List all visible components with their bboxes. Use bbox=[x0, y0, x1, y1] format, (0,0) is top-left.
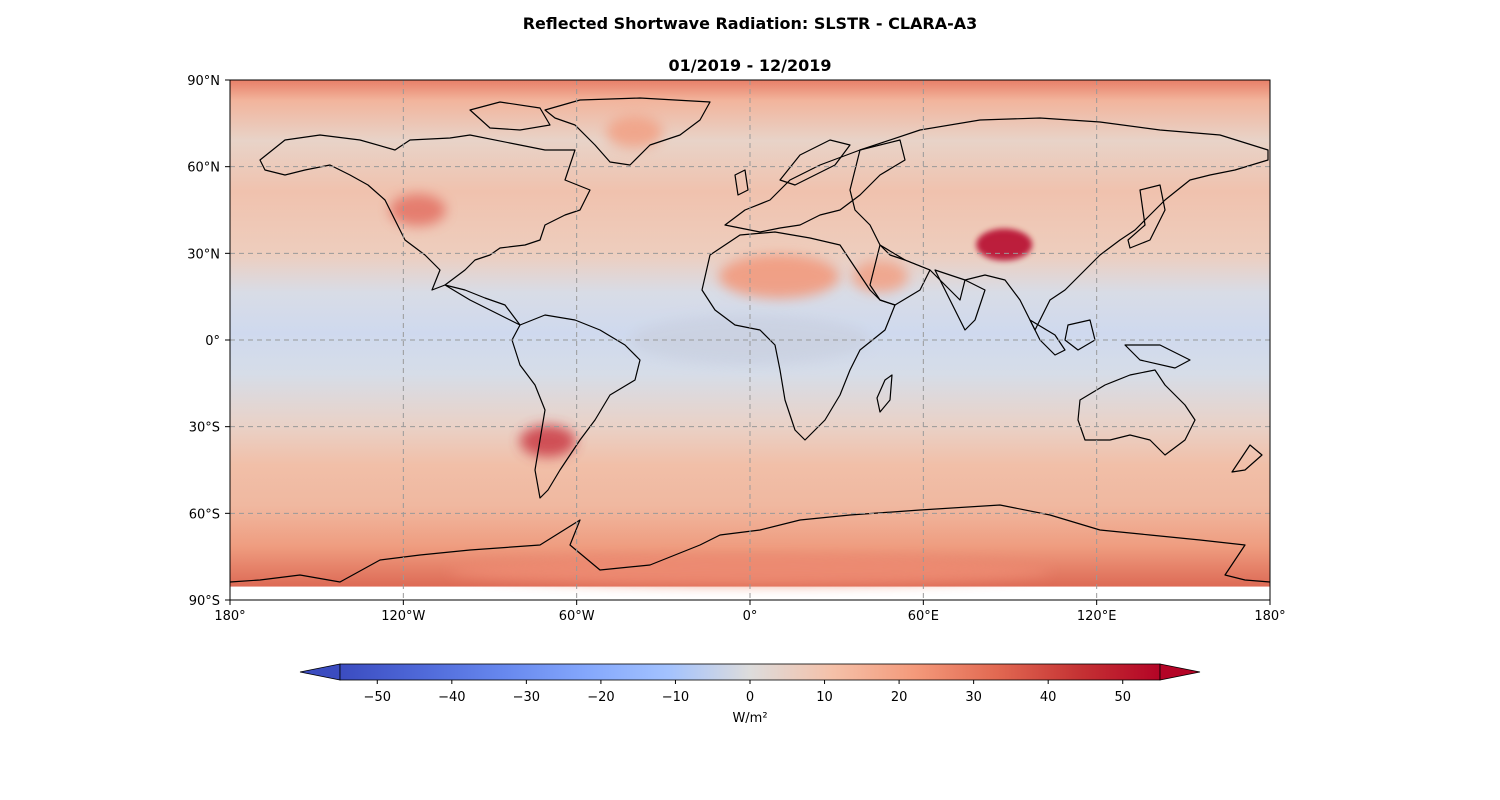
field-region-sahara bbox=[718, 254, 839, 299]
coastline-sumatra bbox=[1029, 319, 1066, 356]
coastline-antarctica bbox=[230, 504, 1270, 583]
colorbar-tick-label: −30 bbox=[513, 690, 540, 705]
colorbar-tick-label: −50 bbox=[364, 690, 391, 705]
lat-tick-label: 90°N bbox=[187, 74, 220, 89]
gridlines bbox=[230, 80, 1270, 600]
coastline-arabia bbox=[869, 244, 931, 306]
coastline-arctic-islands bbox=[469, 101, 551, 131]
lat-tick-label: 0° bbox=[205, 334, 220, 349]
colorbar-tick-label: −20 bbox=[587, 690, 614, 705]
colorbar-tick-label: 40 bbox=[1040, 690, 1057, 705]
colorbar-ticks: −50 −40 −30 −20 −10 0 10 20 30 40 50 bbox=[364, 680, 1131, 705]
colorbar-tick-label: 50 bbox=[1114, 690, 1131, 705]
colorbar-tick-label: −10 bbox=[662, 690, 689, 705]
lon-tick-label: 0° bbox=[743, 609, 758, 624]
colorbar-body bbox=[339, 663, 1161, 681]
field-region-andes bbox=[519, 425, 576, 458]
coastline-japan bbox=[1127, 184, 1166, 249]
lon-tick-label: 120°W bbox=[381, 609, 425, 624]
lon-tick-label: 180° bbox=[1254, 609, 1285, 624]
field-region-greenland bbox=[606, 116, 663, 148]
lat-tick-label: 60°S bbox=[189, 507, 220, 522]
coastline-europe bbox=[724, 139, 906, 233]
lat-tick-label: 30°N bbox=[187, 247, 220, 262]
coastline-scandinavia bbox=[779, 139, 851, 186]
coastline-australia bbox=[1077, 369, 1196, 456]
coastline-uk bbox=[734, 169, 749, 196]
coastlines bbox=[230, 97, 1270, 583]
lon-tick-group: 180° 120°W 60°W 0° 60°E 120°E 180° bbox=[214, 600, 1286, 624]
field-region-tibetan-plateau bbox=[976, 228, 1033, 261]
lat-tick-group: 90°N 60°N 30°N 0° 30°S 60°S 90°S bbox=[187, 74, 230, 609]
colorbar-tick-label: 20 bbox=[891, 690, 908, 705]
coastline-central-america bbox=[444, 284, 521, 326]
colorbar-label: W/m² bbox=[732, 711, 767, 726]
field-region-antarctica bbox=[450, 557, 1050, 586]
coastline-madagascar bbox=[876, 374, 893, 413]
coastline-south-america bbox=[511, 314, 641, 499]
field-region-tropical-oceans bbox=[630, 315, 870, 365]
colorbar-extend-high bbox=[1159, 663, 1201, 681]
lat-tick-label: 60°N bbox=[187, 161, 220, 176]
lon-tick-label: 120°E bbox=[1077, 609, 1117, 624]
field-region-rocky-mountains bbox=[389, 194, 446, 226]
coastline-north-america bbox=[259, 134, 591, 291]
lat-tick-label: 30°S bbox=[189, 421, 220, 436]
colorbar-extend-low bbox=[299, 663, 341, 681]
colorbar-tick-label: 30 bbox=[965, 690, 982, 705]
coastline-new-zealand bbox=[1231, 444, 1263, 473]
coastline-borneo bbox=[1064, 319, 1096, 351]
colorbar-tick-label: −40 bbox=[438, 690, 465, 705]
lat-tick-label: 90°S bbox=[189, 594, 220, 609]
coastline-greenland bbox=[544, 97, 711, 166]
colorbar-tick-label: 10 bbox=[816, 690, 833, 705]
coastline-africa bbox=[701, 231, 896, 441]
lon-tick-label: 60°E bbox=[908, 609, 939, 624]
coastline-india bbox=[934, 269, 986, 331]
map-title: Reflected Shortwave Radiation: SLSTR - C… bbox=[522, 14, 978, 33]
map-area bbox=[230, 80, 1270, 600]
map-subtitle: 01/2019 - 12/2019 bbox=[668, 56, 832, 75]
lon-tick-label: 60°W bbox=[559, 609, 595, 624]
coastline-new-guinea bbox=[1124, 344, 1191, 369]
colorbar: −50 −40 −30 −20 −10 0 10 20 30 40 50 W/m² bbox=[299, 663, 1201, 726]
lon-tick-label: 180° bbox=[214, 609, 245, 624]
colorbar-tick-label: 0 bbox=[746, 690, 754, 705]
